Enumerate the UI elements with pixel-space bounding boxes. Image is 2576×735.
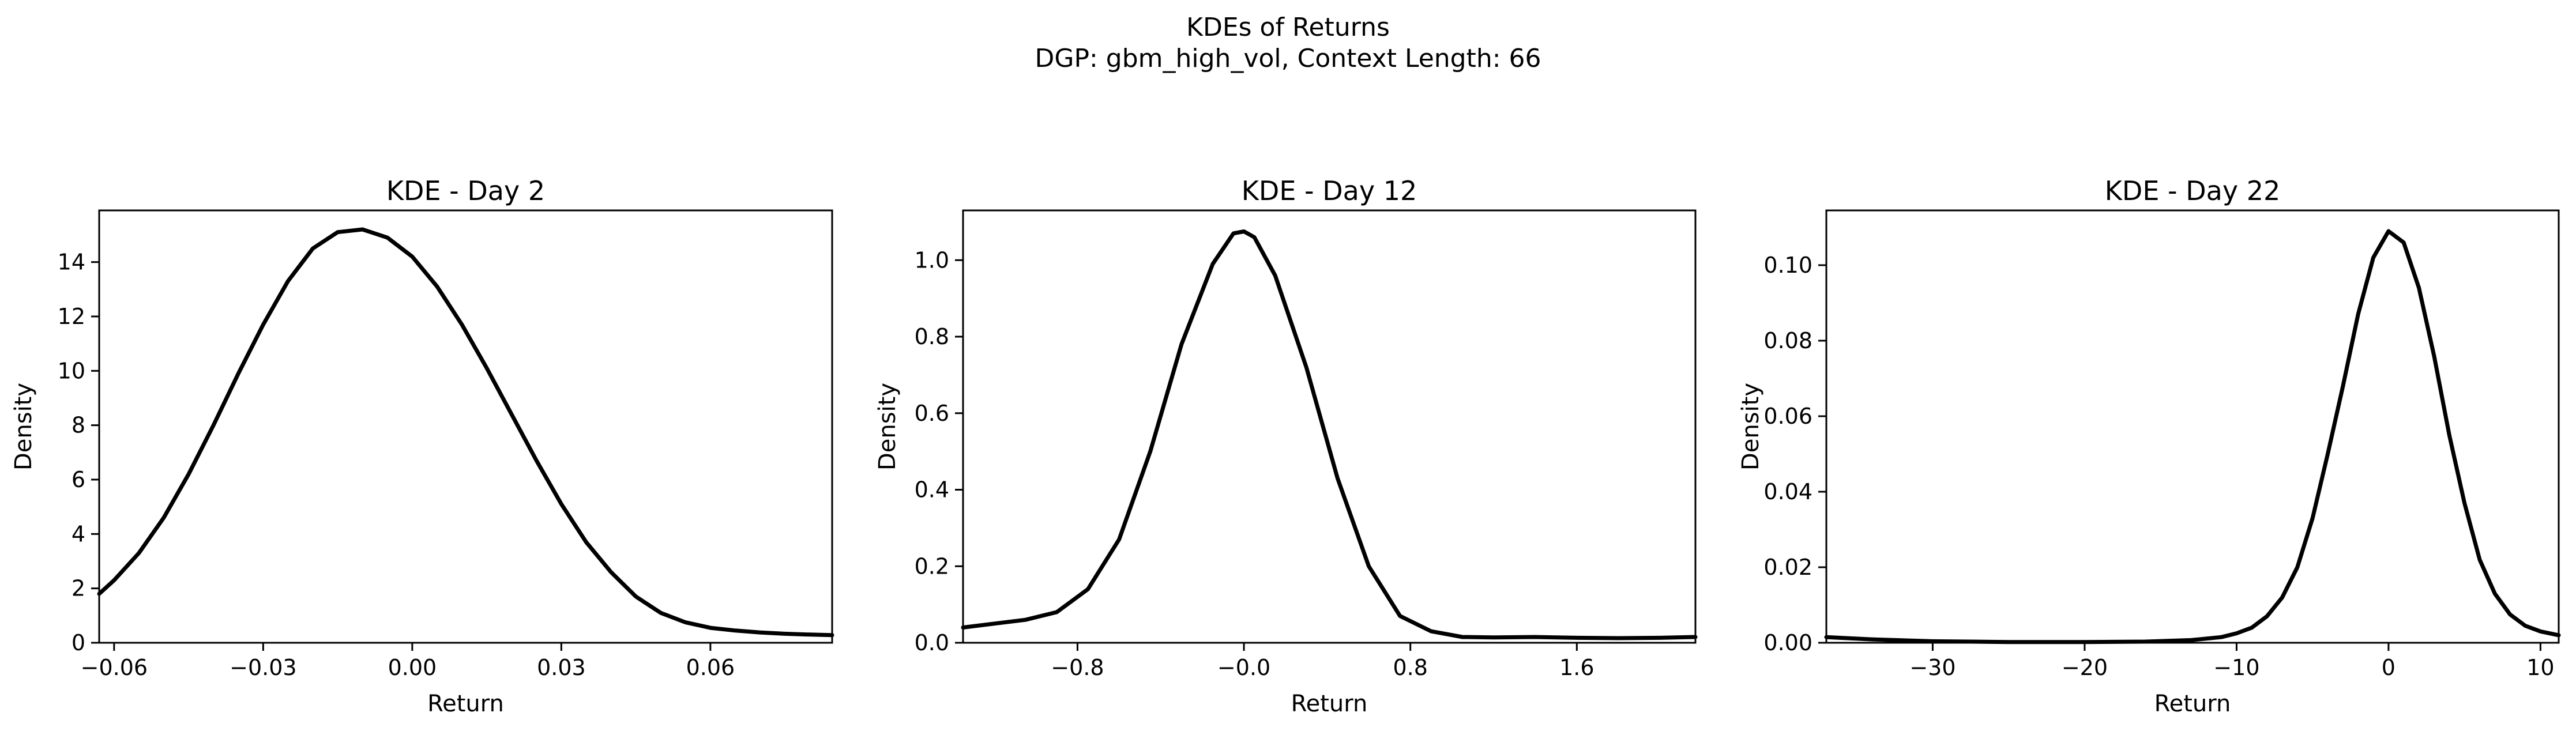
x-tick-label: 0.06	[686, 655, 735, 680]
axes-frame	[1825, 209, 2560, 644]
y-tick-label: 0.6	[915, 401, 949, 426]
x-tick-label: −10	[2213, 655, 2259, 680]
y-tick-label: 2	[72, 576, 85, 601]
kde-curve	[97, 227, 834, 638]
x-tick-label: 0.8	[1393, 655, 1427, 680]
y-tick-label: 1.0	[915, 247, 949, 273]
axes-frame	[98, 209, 833, 644]
y-tick-label: 0.4	[915, 477, 949, 503]
y-tick-label: 0.2	[915, 553, 949, 579]
x-tick-label: 10	[2526, 655, 2554, 680]
y-tick-label: 12	[58, 304, 85, 329]
kde-panel-1: KDE - Day 2 −0.06 −0.03 0.00 0.03 0.06 0 2 4 6 8 10…	[10, 175, 834, 717]
x-tick-label: −20	[2062, 655, 2108, 680]
y-tick-label: 14	[58, 250, 85, 275]
figure-subtitle: DGP: gbm_high_vol, Context Length: 66	[1035, 44, 1541, 73]
x-tick-label: 0.03	[537, 655, 586, 680]
y-tick-label: 0.06	[1763, 404, 1812, 429]
y-tick-label: 0.04	[1763, 479, 1812, 504]
y-axis-label: Density	[874, 383, 901, 470]
y-tick-label: 8	[72, 413, 85, 438]
y-tick-label: 0	[72, 630, 85, 655]
y-tick-label: 10	[58, 358, 85, 383]
panel-title: KDE - Day 22	[2105, 175, 2280, 206]
x-tick-label: −0.03	[230, 655, 296, 680]
x-axis-label: Return	[427, 691, 504, 717]
x-tick-label: −0.06	[81, 655, 148, 680]
x-tick-label: 0	[2382, 655, 2396, 680]
y-tick-label: 4	[72, 521, 85, 546]
panel-title: KDE - Day 2	[386, 175, 545, 206]
x-tick-label: −0.8	[1051, 655, 1104, 680]
y-tick-label: 0.00	[1763, 630, 1812, 655]
kde-panel-3: KDE - Day 22 −30 −20 −10 0 10 0.00 0.02 0.04 0.06…	[1738, 175, 2561, 717]
y-tick-label: 0.10	[1763, 252, 1812, 278]
y-axis-label: Density	[1738, 383, 1764, 470]
y-axis-label: Density	[10, 383, 37, 470]
x-tick-label: 1.6	[1559, 655, 1594, 680]
axes-frame	[962, 209, 1697, 644]
kde-curve	[1824, 229, 2561, 644]
x-axis-label: Return	[1291, 691, 1368, 717]
kde-curve	[961, 229, 1698, 640]
figure-title: KDEs of Returns	[1186, 13, 1390, 42]
y-tick-label: 6	[72, 467, 85, 492]
y-tick-label: 0.08	[1763, 328, 1812, 353]
y-tick-label: 0.8	[915, 324, 949, 349]
panel-title: KDE - Day 12	[1242, 175, 1417, 206]
y-tick-label: 0.0	[915, 630, 949, 655]
x-axis-label: Return	[2154, 691, 2231, 717]
kde-panel-2: KDE - Day 12 −0.8 −0.0 0.8 1.6 0.0 0.2 0.4 0.6 0.…	[874, 175, 1698, 717]
x-tick-label: 0.00	[388, 655, 437, 680]
x-tick-label: −0.0	[1217, 655, 1270, 680]
y-tick-label: 0.02	[1763, 555, 1812, 580]
x-tick-label: −30	[1909, 655, 1955, 680]
